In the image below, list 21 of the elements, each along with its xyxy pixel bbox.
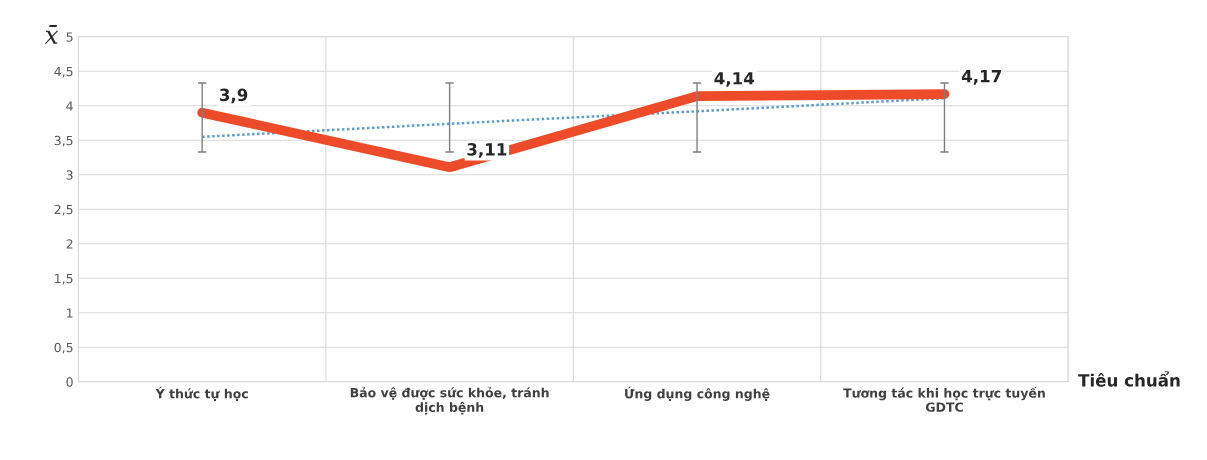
data-label: 4,14	[714, 72, 755, 87]
x-axis-title: Tiêu chuẩn	[1078, 371, 1180, 387]
y-tick-label: 0	[66, 377, 73, 387]
y-tick-label: 4,5	[54, 66, 73, 78]
data-label: 3,11	[467, 143, 507, 158]
y-tick-label: 4	[66, 101, 73, 111]
y-tick-label: 5	[66, 32, 73, 42]
y-tick-label: 3	[66, 170, 73, 180]
y-tick-label: 1	[67, 308, 73, 318]
x-tick-label: Tương tác khi học trực tuyến GDTC	[843, 386, 1045, 412]
y-tick-label: 0,5	[54, 342, 73, 354]
y-tick-label: 1,5	[55, 273, 73, 285]
data-label: 4,17	[961, 70, 1001, 85]
x-tick-label: Bảo vệ được sức khỏe, tránh dịch bệnh	[350, 386, 549, 415]
x-tick-label: Ý thức tự học	[155, 386, 248, 401]
x-tick-label: Ứng dụng công nghệ	[625, 386, 770, 401]
data-label: 3,9	[219, 88, 248, 104]
y-tick-label: 3,5	[54, 135, 73, 147]
y-tick-label: 2	[66, 239, 73, 249]
y-tick-label: 2,5	[54, 204, 73, 216]
y-axis-title: x̄	[44, 25, 59, 44]
